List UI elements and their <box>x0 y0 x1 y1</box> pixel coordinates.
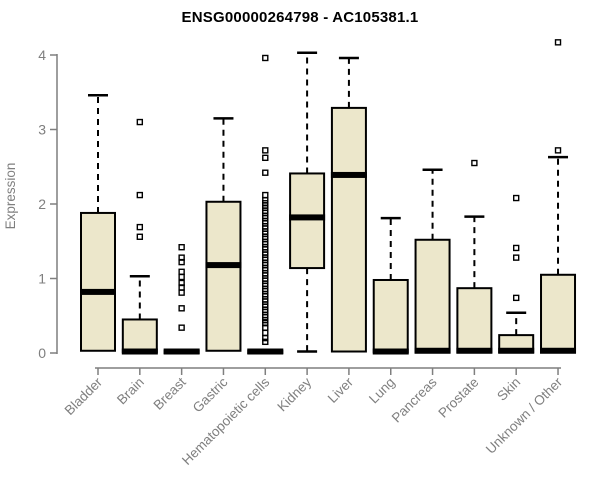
median-line <box>205 262 242 269</box>
x-tick-label-skin: Skin <box>494 375 523 404</box>
box <box>540 273 577 354</box>
boxplot-pancreas <box>414 168 451 354</box>
median-line <box>289 214 326 221</box>
x-tick-label-lung: Lung <box>366 375 398 407</box>
outlier-point <box>262 169 269 176</box>
y-tick-label: 3 <box>38 122 46 138</box>
box <box>121 318 158 354</box>
outlier-point <box>554 147 562 154</box>
box <box>289 172 326 270</box>
outlier-point <box>262 338 269 346</box>
outlier-point <box>178 258 185 266</box>
median-line <box>456 347 493 354</box>
boxplot-skin <box>498 194 535 354</box>
y-tick-label: 2 <box>38 196 46 212</box>
boxplot-gastric <box>205 117 242 352</box>
boxplot-hematopoietic-cells <box>247 54 284 355</box>
x-tick-label-bladder: Bladder <box>62 374 106 418</box>
box <box>205 200 242 352</box>
outlier-point <box>262 191 269 199</box>
x-tick-label-breast: Breast <box>151 374 189 412</box>
median-line <box>372 348 409 355</box>
median-line <box>80 288 116 295</box>
box <box>414 238 451 354</box>
x-tick-label-liver: Liver <box>325 374 357 406</box>
boxplot-breast <box>163 244 200 355</box>
box <box>456 287 493 354</box>
boxplot-bladder <box>80 93 116 352</box>
x-tick-label-kidney: Kidney <box>274 374 314 414</box>
median-line <box>163 348 200 355</box>
boxplot-kidney <box>289 51 326 353</box>
y-axis-label: Expression <box>3 163 18 230</box>
x-tick-label-pancreas: Pancreas <box>389 374 440 425</box>
box <box>80 211 116 352</box>
boxplot-prostate <box>456 159 493 354</box>
outlier-point <box>262 334 269 342</box>
median-line <box>498 347 535 354</box>
y-tick-label: 1 <box>38 271 46 287</box>
x-tick-label-brain: Brain <box>114 375 147 408</box>
boxplot-brain <box>121 118 158 355</box>
median-line <box>330 171 367 178</box>
boxplot-lung <box>372 216 409 355</box>
median-line <box>121 348 158 355</box>
outlier-point <box>136 118 144 126</box>
plot-area: 0 1 2 3 4 Bladder Brain Breast GastricHematopoie… <box>38 39 577 468</box>
outlier-point <box>513 254 520 261</box>
chart-title: ENSG00000264798 - AC105381.1 <box>181 9 419 26</box>
outlier-point <box>178 289 185 296</box>
median-line <box>540 347 577 354</box>
outlier-point <box>178 273 185 281</box>
x-tick-label-gastric: Gastric <box>190 374 231 415</box>
boxplot-liver <box>330 56 367 353</box>
boxplot-unknown-other <box>540 39 577 354</box>
box <box>330 106 367 353</box>
outlier-point <box>471 159 478 167</box>
y-tick-label: 4 <box>38 47 46 63</box>
outlier-point <box>136 223 144 231</box>
outlier-point <box>136 191 144 199</box>
median-line <box>414 347 451 354</box>
outlier-point <box>554 39 562 46</box>
outlier-point <box>178 268 185 275</box>
median-line <box>247 348 284 355</box>
outlier-point <box>136 233 144 240</box>
outlier-point <box>513 244 520 252</box>
outlier-point <box>262 154 269 162</box>
x-tick-label-prostate: Prostate <box>435 375 481 421</box>
outlier-point <box>262 54 269 62</box>
y-tick-label: 0 <box>38 345 46 361</box>
outlier-point <box>513 194 520 202</box>
outlier-point <box>178 244 185 251</box>
outlier-point <box>262 147 269 154</box>
outlier-point <box>513 294 520 302</box>
x-tick-label-unknown-other: Unknown / Other <box>483 374 566 457</box>
outlier-point <box>178 305 185 312</box>
y-axis: 0 1 2 3 4 <box>38 47 58 361</box>
box <box>372 278 409 354</box>
outlier-point <box>178 324 185 331</box>
outlier-point <box>262 329 269 337</box>
